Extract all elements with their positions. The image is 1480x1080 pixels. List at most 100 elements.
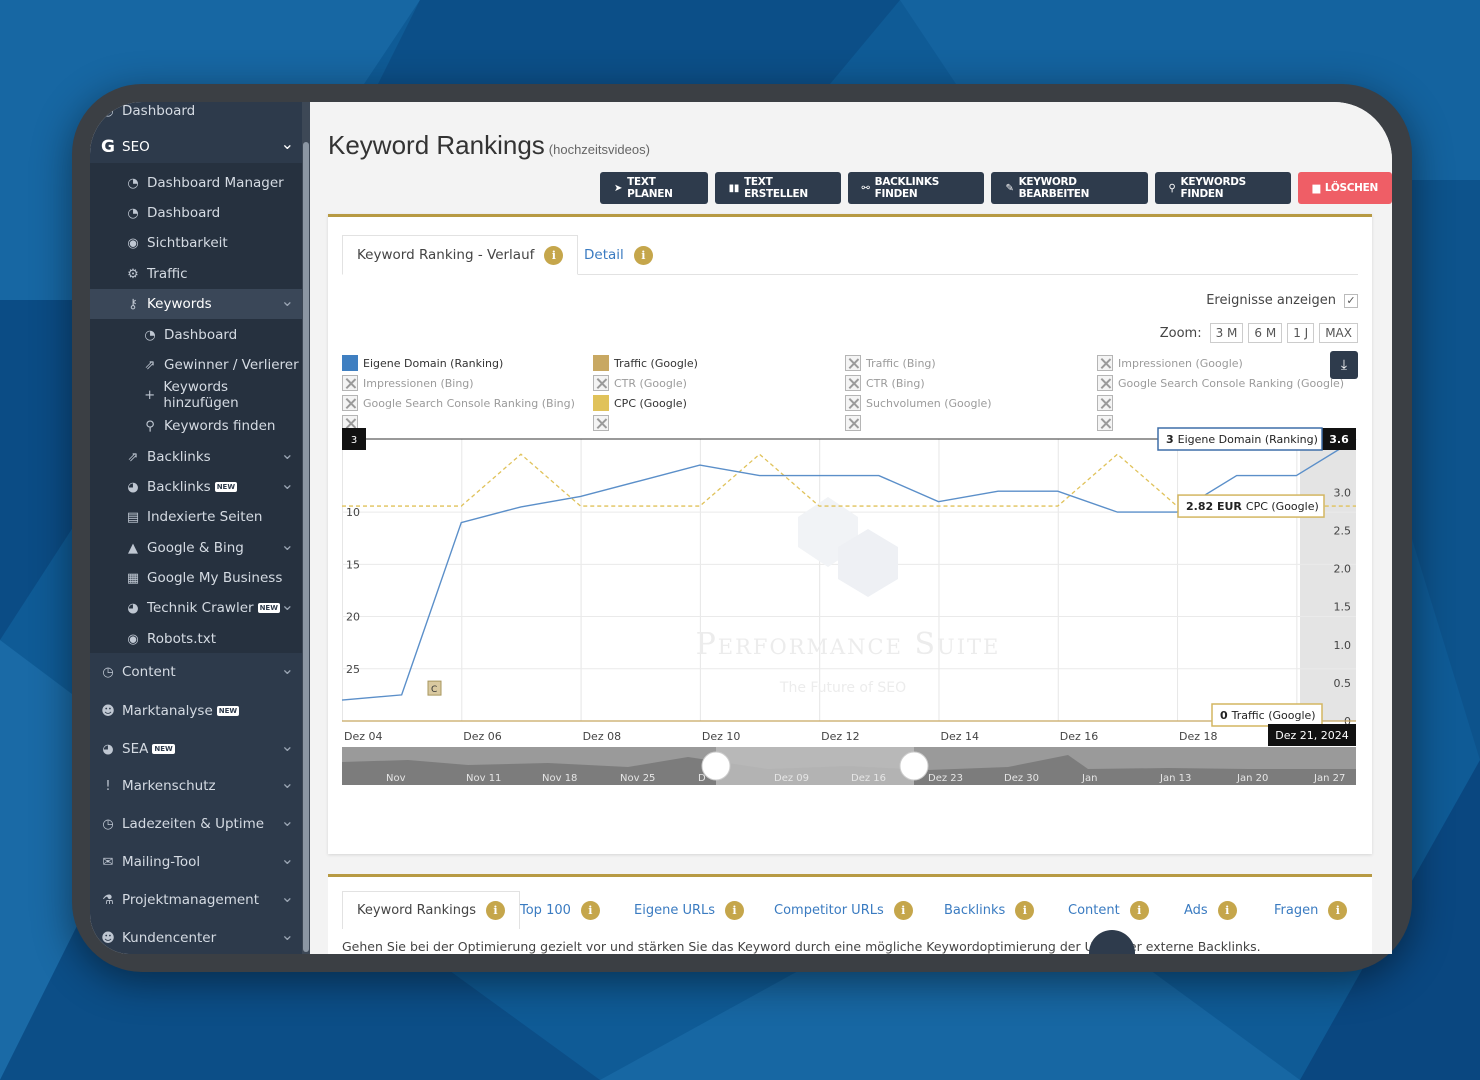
- sidebar-item-google-bing[interactable]: ▲ Google & Bing ⌄: [90, 533, 302, 563]
- legend-item[interactable]: CTR (Google): [593, 375, 687, 391]
- navigator-label: Nov 18: [542, 773, 577, 784]
- sidebar-item-content[interactable]: ◷ Content ⌄: [90, 657, 302, 687]
- legend-item[interactable]: Traffic (Bing): [845, 355, 936, 371]
- exclamation-icon: !: [105, 778, 111, 794]
- tooltip-value: 2.82 EUR: [1186, 500, 1242, 513]
- sidebar-item-indexierte-seiten[interactable]: ▤ Indexierte Seiten: [90, 502, 302, 532]
- sidebar-item-dashboard[interactable]: ◔ Dashboard: [90, 102, 302, 126]
- sidebar-item-dashboard[interactable]: ◔ Dashboard: [90, 320, 302, 350]
- tab-fragen[interactable]: Fragen i: [1274, 891, 1348, 929]
- tab-backlinks[interactable]: Backlinks i: [944, 891, 1035, 929]
- sidebar-item-robots-txt[interactable]: ◉ Robots.txt: [90, 624, 302, 654]
- chevron-down-icon: ⌄: [280, 474, 294, 493]
- info-icon[interactable]: i: [486, 901, 506, 920]
- legend-item[interactable]: [1097, 395, 1118, 411]
- sidebar-item-ladezeiten-uptime[interactable]: ◷ Ladezeiten & Uptime ⌄: [90, 809, 302, 839]
- crosshair-date-label: Dez 21, 2024: [1275, 729, 1349, 742]
- backlinks-finden-button[interactable]: ⚯ BACKLINKS FINDEN: [847, 172, 985, 204]
- y-left-tick-label: 10: [346, 506, 360, 519]
- legend-item[interactable]: Google Search Console Ranking (Google): [1097, 375, 1344, 391]
- sidebar-item-mailing-tool[interactable]: ✉ Mailing-Tool ⌄: [90, 847, 302, 877]
- keywords-finden-button[interactable]: ⚲ KEYWORDS FINDEN: [1154, 172, 1292, 204]
- legend-item[interactable]: CTR (Bing): [845, 375, 925, 391]
- sidebar-item-dashboard[interactable]: ◔ Dashboard: [90, 198, 302, 228]
- tab-detail[interactable]: Detail i: [584, 235, 653, 275]
- legend-item[interactable]: Google Search Console Ranking (Bing): [342, 395, 575, 411]
- sidebar-item-gewinner-verlierer[interactable]: ⇗ Gewinner / Verlierer: [90, 350, 302, 380]
- legend-item[interactable]: Traffic (Google): [593, 355, 698, 371]
- x-tick-label: Dez 14: [940, 730, 979, 743]
- sidebar-item-seo[interactable]: G SEO ⌄: [90, 132, 302, 162]
- sidebar-scrollbar[interactable]: [302, 102, 310, 954]
- bottom-card: Keyword Rankings i Top 100 i Eigene URLs i Com…: [328, 874, 1372, 954]
- zoom-6m-button[interactable]: 6 M: [1248, 323, 1283, 343]
- navigator-right-handle[interactable]: [899, 751, 929, 781]
- tab-keyword-ranking-verlauf[interactable]: Keyword Ranking - Verlauf i: [342, 235, 579, 275]
- sidebar-item-markenschutz[interactable]: ! Markenschutz ⌄: [90, 771, 302, 801]
- ranking-chart[interactable]: Performance Suite The Future of SEO 10 15 20…: [328, 217, 1372, 857]
- sidebar-item-sea[interactable]: ◕ SEA NEW ⌄: [90, 734, 302, 764]
- zoom-1j-button[interactable]: 1 J: [1287, 323, 1315, 343]
- legend-item[interactable]: [593, 415, 614, 431]
- sidebar-item-backlinks[interactable]: ◕ Backlinks NEW ⌄: [90, 472, 302, 502]
- tab-eigene-urls[interactable]: Eigene URLs i: [634, 891, 745, 929]
- info-icon[interactable]: i: [544, 245, 564, 265]
- zoom-3m-button[interactable]: 3 M: [1209, 323, 1244, 343]
- tab-top-100[interactable]: Top 100 i: [520, 891, 600, 929]
- info-icon[interactable]: i: [1129, 900, 1149, 920]
- sidebar-item-label: Dashboard: [122, 103, 196, 119]
- legend-item[interactable]: Suchvolumen (Google): [845, 395, 992, 411]
- checkbox-checked-icon[interactable]: ✓: [1344, 293, 1358, 308]
- legend-item[interactable]: Impressionen (Google): [1097, 355, 1243, 371]
- info-icon[interactable]: i: [1015, 900, 1035, 920]
- tab-keyword-rankings[interactable]: Keyword Rankings i: [342, 891, 521, 929]
- sidebar-item-keywords[interactable]: ⚷ Keywords ⌄: [90, 289, 302, 319]
- info-icon[interactable]: i: [580, 900, 600, 920]
- disabled-x-icon: [342, 395, 358, 411]
- navigator-selection[interactable]: [716, 747, 914, 785]
- tab-content[interactable]: Content i: [1068, 891, 1149, 929]
- legend-item[interactable]: CPC (Google): [593, 395, 687, 411]
- right-value-marker: [1322, 428, 1356, 450]
- text-planen-button[interactable]: ➤ TEXT PLANEN: [600, 172, 708, 204]
- zoom-max-button[interactable]: MAX: [1319, 323, 1358, 343]
- google-icon: G: [101, 137, 115, 157]
- tab-ads[interactable]: Ads i: [1184, 891, 1237, 929]
- legend-item[interactable]: [1097, 415, 1118, 431]
- info-icon[interactable]: i: [1217, 900, 1237, 920]
- sidebar-item-traffic[interactable]: ⚙ Traffic: [90, 259, 302, 289]
- navigator-left-handle[interactable]: [701, 751, 731, 781]
- scrollbar-thumb[interactable]: [303, 142, 309, 952]
- text-erstellen-button[interactable]: ▮▮ TEXT ERSTELLEN: [714, 172, 841, 204]
- event-flag[interactable]: [427, 680, 442, 696]
- sidebar-item-projektmanagement[interactable]: ⚗ Projektmanagement ⌄: [90, 885, 302, 915]
- y-right-tick-label: 0.5: [1334, 677, 1352, 690]
- sidebar-item-keywords-hinzufügen[interactable]: + Keywords hinzufügen: [90, 379, 302, 411]
- sidebar-item-technik-crawler[interactable]: ◕ Technik Crawler NEW ⌄: [90, 593, 302, 623]
- sidebar-item-sichtbarkeit[interactable]: ◉ Sichtbarkeit: [90, 228, 302, 258]
- sidebar-item-label: Dashboard: [147, 205, 221, 221]
- chevron-down-icon: ⌄: [280, 773, 294, 792]
- sidebar-item-google-my-business[interactable]: ▦ Google My Business: [90, 563, 302, 593]
- info-icon[interactable]: i: [893, 900, 913, 920]
- events-toggle[interactable]: Ereignisse anzeigen ✓: [1206, 293, 1358, 308]
- sidebar-item-marktanalyse[interactable]: ☻ Marktanalyse NEW: [90, 696, 302, 726]
- trash-icon: ▆: [1312, 182, 1320, 194]
- info-icon[interactable]: i: [1328, 900, 1348, 920]
- legend-item[interactable]: Impressionen (Bing): [342, 375, 474, 391]
- sidebar-item-kundencenter[interactable]: ☻ Kundencenter ⌄: [90, 923, 302, 953]
- x-tick-label: Dez 10: [702, 730, 741, 743]
- sidebar-item-label: Marktanalyse: [122, 703, 213, 719]
- keyword-bearbeiten-button[interactable]: ✎ KEYWORD BEARBEITEN: [991, 172, 1148, 204]
- sidebar-item-dashboard-manager[interactable]: ◔ Dashboard Manager: [90, 168, 302, 198]
- legend-item[interactable]: Eigene Domain (Ranking): [342, 355, 503, 371]
- sidebar-item-keywords-finden[interactable]: ⚲ Keywords finden: [90, 411, 302, 441]
- sidebar-item-label: Backlinks: [147, 479, 211, 495]
- tab-competitor-urls[interactable]: Competitor URLs i: [774, 891, 913, 929]
- sidebar-item-backlinks[interactable]: ⇗ Backlinks ⌄: [90, 442, 302, 472]
- legend-item[interactable]: [845, 415, 866, 431]
- löschen-button[interactable]: ▆ LÖSCHEN: [1298, 172, 1392, 204]
- download-icon[interactable]: ⤓: [1330, 351, 1358, 379]
- info-icon[interactable]: i: [725, 900, 745, 920]
- info-icon[interactable]: i: [633, 245, 653, 265]
